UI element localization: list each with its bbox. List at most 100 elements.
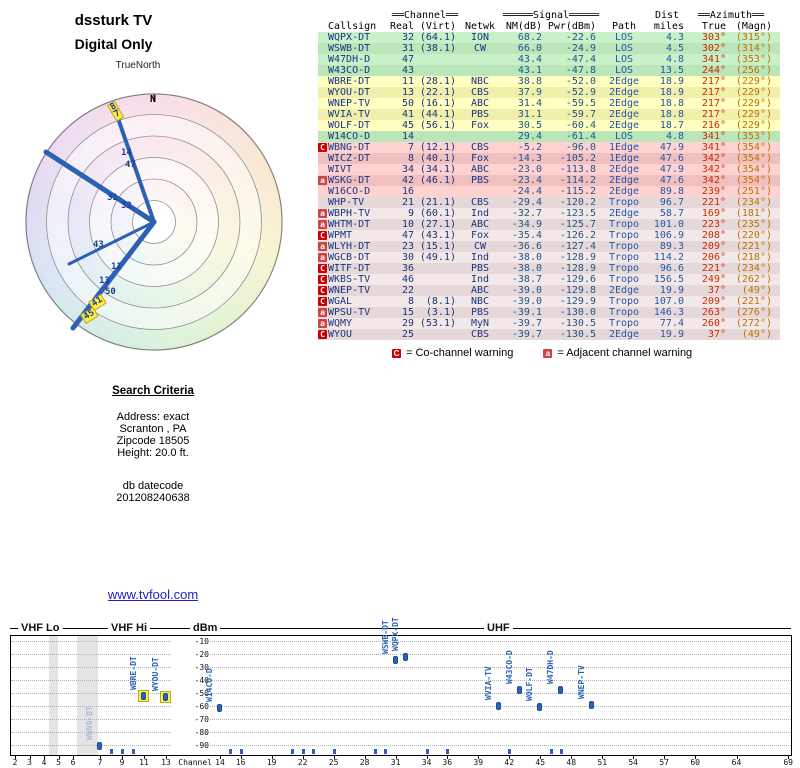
- dist-group-header: Dist: [654, 10, 680, 21]
- chart-left-border: [10, 635, 11, 755]
- channel-tick: [633, 755, 635, 759]
- true-azimuth-cell: 341°: [701, 131, 726, 142]
- real-channel-cell: 21: [401, 197, 414, 208]
- fm-band-gap: [77, 635, 98, 755]
- co-channel-warning-icon: C: [318, 286, 327, 295]
- noise-margin-cell: 37.9: [517, 87, 542, 98]
- virtual-channel-cell: [414, 131, 460, 142]
- dbm-tick-label: -20: [172, 650, 210, 659]
- real-channel-cell: 13: [401, 87, 414, 98]
- signal-group-header: ═════Signal═════: [502, 10, 600, 21]
- weak-station-tick: [110, 749, 113, 754]
- marker-cell: a: [318, 318, 328, 329]
- azimuth-ray: [43, 149, 157, 225]
- station-row: WYOU-DT 13 (22.1) CBS 37.9 -52.9 2Edge 18.9 217°…: [318, 87, 780, 98]
- channel-tick: [15, 755, 16, 759]
- virtual-channel-cell: (12.1): [419, 142, 456, 153]
- true-azimuth-cell: 341°: [701, 142, 726, 153]
- channel-tick: [240, 755, 242, 759]
- magnetic-azimuth-cell: (315°): [735, 32, 772, 43]
- callsign-cell: WIVT: [328, 164, 353, 175]
- magnetic-azimuth-cell: (229°): [735, 98, 772, 109]
- network-cell: PBS: [470, 109, 490, 120]
- path-cell: 2Edge: [608, 208, 640, 219]
- power-cell: -114.2: [559, 175, 596, 186]
- path-cell: Tropo: [608, 241, 640, 252]
- noise-margin-cell: -35.4: [511, 230, 542, 241]
- adjacent-channel-warning-icon: a: [318, 242, 327, 251]
- magnetic-azimuth-cell: (220°): [735, 230, 772, 241]
- callsign-cell: WLYH-DT: [328, 241, 371, 252]
- station-row: W47DH-D 47 43.4 -47.4 LOS 4.8 341° (353°): [318, 54, 780, 65]
- magnetic-azimuth-cell: (354°): [735, 153, 772, 164]
- dbm-tick-label: -30: [172, 663, 210, 672]
- magnetic-azimuth-cell: (354°): [735, 164, 772, 175]
- virtual-channel-cell: [414, 329, 460, 340]
- dbm-tick-label: -80: [172, 728, 210, 737]
- callsign-cell: WYOU-DT: [328, 87, 371, 98]
- station-row: WOLF-DT 45 (56.1) Fox 30.5 -60.4 2Edge 18.7 216°…: [318, 120, 780, 131]
- channel-tick: [333, 755, 335, 759]
- real-channel-cell: 11: [401, 76, 414, 87]
- channel-tick: [271, 755, 273, 759]
- callsign-cell: WHTM-DT: [328, 219, 371, 230]
- channel-tick-label: 42: [504, 758, 515, 767]
- station-row: WBRE-DT 11 (28.1) NBC 38.8 -52.0 2Edge 18.9 217°…: [318, 76, 780, 87]
- callsign-cell: W43CO-D: [328, 65, 371, 76]
- real-channel-cell: 36: [401, 263, 414, 274]
- polar-channel-label: 13: [99, 276, 110, 286]
- magnetic-azimuth-cell: (229°): [735, 76, 772, 87]
- co-channel-warning-icon: C: [318, 297, 327, 306]
- real-channel-cell: 9: [407, 208, 414, 219]
- col-true: True: [701, 21, 726, 32]
- true-azimuth-cell: 206°: [701, 252, 726, 263]
- gridline: [11, 719, 791, 720]
- dbm-tick-label: -60: [172, 702, 210, 711]
- channel-tick: [540, 755, 542, 759]
- spectrum-gap-band: [49, 635, 58, 755]
- virtual-channel-cell: (34.1): [419, 164, 456, 175]
- azimuth-group-header: ══Azimuth══: [697, 10, 765, 21]
- channel-tick: [695, 755, 697, 759]
- callsign-cell: WPMT: [328, 230, 353, 241]
- compass-north-label: N: [149, 94, 157, 105]
- noise-margin-cell: 30.5: [517, 120, 542, 131]
- magnetic-azimuth-cell: (221°): [735, 241, 772, 252]
- network-cell: PBS: [470, 307, 490, 318]
- weak-station-tick: [559, 749, 563, 754]
- magnetic-azimuth-cell: (229°): [735, 87, 772, 98]
- virtual-channel-cell: [414, 186, 460, 197]
- distance-cell: 18.7: [659, 120, 684, 131]
- gridline: [11, 745, 791, 746]
- station-row: a WPSU-TV 15 (3.1) PBS -39.1 -130.0 Tropo 146.3 2…: [318, 307, 780, 318]
- col-magn: (Magn): [735, 21, 772, 32]
- virtual-channel-cell: [414, 274, 460, 285]
- true-azimuth-cell: 342°: [701, 164, 726, 175]
- virtual-channel-cell: (43.1): [419, 230, 456, 241]
- path-cell: 2Edge: [608, 164, 640, 175]
- marker-cell: a: [318, 175, 328, 186]
- virtual-channel-cell: [414, 285, 460, 296]
- tvfool-link[interactable]: www.tvfool.com: [107, 587, 199, 602]
- azimuth-ray: [67, 220, 156, 266]
- path-cell: Tropo: [608, 274, 640, 285]
- network-cell: Fox: [470, 230, 490, 241]
- col-real: Real: [390, 21, 414, 32]
- channel-tick-label: 36: [442, 758, 453, 767]
- polar-channel-label: 14: [121, 148, 132, 158]
- network-cell: CBS: [470, 142, 490, 153]
- marker-cell: [318, 109, 328, 120]
- station-row: WNEP-TV 50 (16.1) ABC 31.4 -59.5 2Edge 18.8 217°…: [318, 98, 780, 109]
- channel-tick-label: 64: [731, 758, 742, 767]
- true-azimuth-cell: 217°: [701, 98, 726, 109]
- signal-strength-chart: VHF Lo VHF Hi dBm UHF Channel -10 -20 -30 -…: [0, 617, 800, 768]
- table-column-header: Callsign Real (Virt) Netwk NM(dB) Pwr(dB…: [318, 21, 780, 32]
- power-cell: -129.6: [559, 274, 596, 285]
- virtual-channel-cell: (3.1): [425, 307, 456, 318]
- station-marker: [97, 742, 102, 750]
- magnetic-azimuth-cell: (262°): [735, 274, 772, 285]
- distance-cell: 4.3: [665, 32, 684, 43]
- noise-margin-cell: 29.4: [517, 131, 542, 142]
- noise-margin-cell: -39.0: [511, 296, 542, 307]
- channel-tick: [364, 755, 366, 759]
